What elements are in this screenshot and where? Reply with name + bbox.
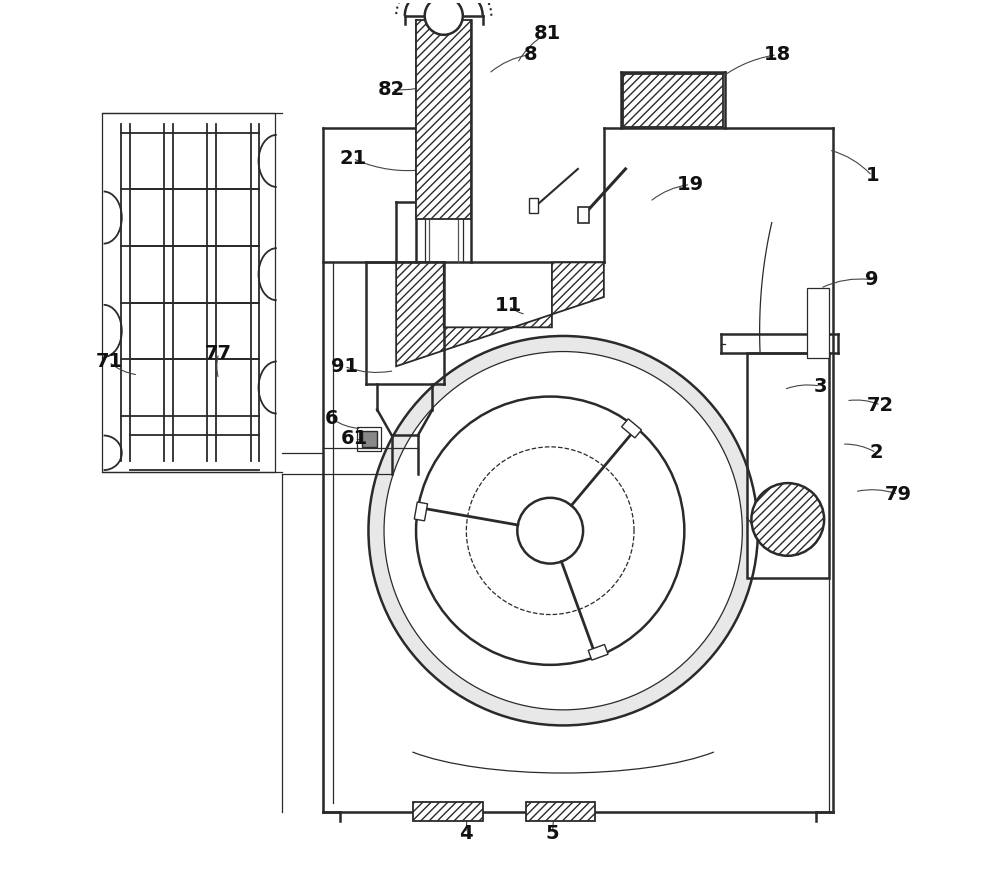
Text: 11: 11 [495, 296, 522, 315]
Bar [102, 112, 275, 472]
Circle shape [384, 352, 742, 710]
Bar [747, 354, 829, 578]
FancyBboxPatch shape [578, 207, 589, 223]
Text: 5: 5 [545, 824, 559, 843]
Text: 8: 8 [523, 45, 537, 64]
Text: 82: 82 [378, 80, 405, 98]
Text: 2: 2 [870, 443, 883, 463]
Circle shape [416, 396, 684, 665]
Bar [623, 74, 723, 126]
Bar [416, 20, 471, 219]
Bar [529, 198, 538, 213]
Text: 4: 4 [459, 824, 472, 843]
Text: 61: 61 [341, 429, 368, 449]
Circle shape [368, 336, 758, 726]
Bar [357, 427, 381, 451]
Text: 72: 72 [867, 395, 894, 415]
Bar [413, 801, 483, 820]
Text: 71: 71 [95, 353, 122, 371]
Text: 91: 91 [331, 357, 358, 375]
Bar [414, 502, 428, 521]
Bar [588, 645, 608, 660]
Bar [362, 431, 377, 447]
Circle shape [425, 0, 463, 35]
Text: 21: 21 [339, 149, 366, 168]
Text: 9: 9 [865, 270, 879, 289]
Text: 77: 77 [205, 344, 232, 363]
Polygon shape [396, 262, 604, 367]
Bar [526, 801, 595, 820]
Text: 81: 81 [534, 24, 561, 43]
Text: 3: 3 [813, 376, 827, 395]
Text: 1: 1 [865, 166, 879, 186]
Bar [807, 288, 829, 358]
Text: 79: 79 [885, 485, 912, 503]
Text: 19: 19 [677, 175, 704, 194]
Text: 6: 6 [324, 408, 338, 428]
Circle shape [517, 498, 583, 564]
Bar [622, 419, 642, 438]
Circle shape [751, 483, 824, 556]
Text: 18: 18 [763, 45, 791, 64]
